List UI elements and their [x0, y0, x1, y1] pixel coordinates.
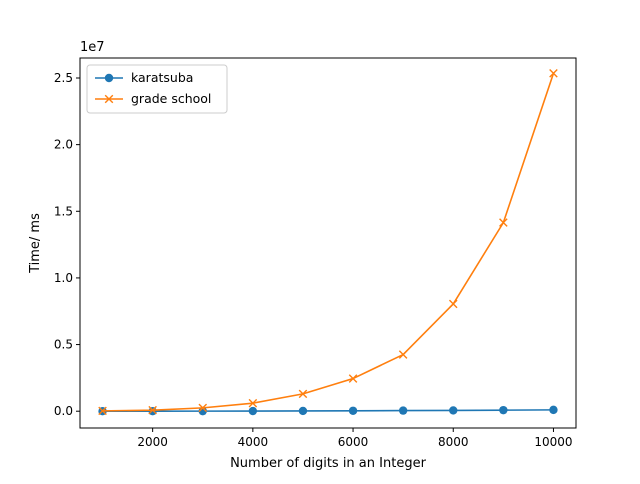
data-point-1-7: [448, 299, 458, 309]
data-point-1-0: [98, 406, 107, 416]
data-point-1-8: [499, 218, 508, 227]
legend-label-1: grade school: [131, 91, 211, 106]
x-tick-label-2: 6000: [338, 435, 369, 449]
x-tick-label-3: 8000: [438, 435, 469, 449]
data-point-1-1: [148, 405, 157, 415]
data-point-0-9: [549, 405, 558, 415]
plot-content: [98, 69, 558, 416]
x-tick-label-1: 4000: [238, 435, 269, 449]
legend-marker-1: [104, 94, 114, 104]
series-line-1: [102, 73, 555, 412]
y-tick-label-4: 2.0: [54, 138, 73, 152]
data-point-1-3: [248, 398, 258, 408]
data-point-0-4: [298, 406, 308, 416]
data-point-1-9: [549, 69, 558, 78]
x-tick-label-4: 10000: [534, 435, 572, 449]
legend-box: [86, 64, 228, 114]
data-point-1-6: [398, 350, 408, 359]
y-tick-label-5: 2.5: [54, 71, 73, 85]
data-point-0-7: [449, 406, 458, 415]
y-tick-label-1: 0.5: [54, 338, 73, 352]
data-point-0-5: [348, 406, 358, 415]
y-axis-scale-label: 1e7: [80, 40, 105, 55]
x-tick-label-0: 2000: [137, 435, 168, 449]
plot-frame: [79, 57, 577, 429]
x-axis-label: Number of digits in an Integer: [230, 456, 426, 471]
legend: karatsuba grade school: [86, 64, 228, 114]
data-point-1-5: [348, 374, 358, 383]
y-axis-label: Time/ ms: [28, 213, 43, 274]
series-line-0: [102, 409, 554, 412]
y-axis: 0.0 0.5 1.0 1.5 2.0 2.5: [54, 71, 80, 418]
legend-label-0: karatsuba: [131, 70, 193, 85]
data-point-0-8: [499, 405, 508, 415]
data-point-0-3: [248, 406, 258, 416]
data-point-0-1: [148, 406, 157, 416]
legend-marker-0: [104, 73, 114, 83]
y-tick-label-0: 0.0: [54, 404, 73, 418]
y-tick-label-2: 1.0: [54, 271, 73, 285]
data-point-1-2: [198, 403, 208, 413]
data-point-0-6: [398, 406, 408, 415]
y-tick-label-3: 1.5: [54, 204, 73, 218]
data-point-1-4: [298, 389, 308, 399]
x-axis: 2000 4000 6000 8000 10000: [137, 428, 573, 449]
